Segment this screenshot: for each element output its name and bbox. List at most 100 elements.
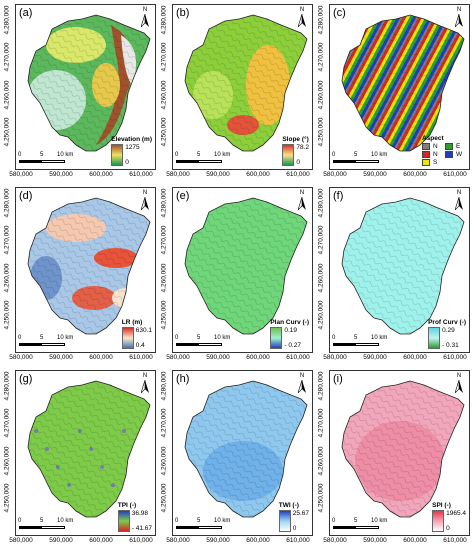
scale-bar: 0 5 10 km <box>18 335 79 349</box>
color-ramp <box>428 327 441 349</box>
y-tick-label: 4,270,000 <box>160 408 168 438</box>
north-letter: N <box>142 190 148 196</box>
legend: Slope (°) 78.2 0 <box>282 136 309 166</box>
north-arrow-icon: N <box>453 7 465 29</box>
x-tick-label: 610,000 <box>286 354 310 361</box>
scale-end: 10 km <box>214 152 231 158</box>
map-frame: (d) N 0 5 10 km LR (m) 630.1 0.4 <box>15 187 156 353</box>
panel-label: (g) <box>19 373 33 385</box>
x-tick-label: 590,000 <box>49 537 73 544</box>
x-tick-label: 610,000 <box>129 171 153 178</box>
y-axis-labels: 4,280,000 4,270,000 4,260,000 4,250,000 <box>0 4 14 170</box>
scale-bar: 0 5 10 km <box>332 152 393 166</box>
basin-map <box>27 14 151 152</box>
x-tick-label: 590,000 <box>206 171 230 178</box>
map-panel: 4,280,000 4,270,000 4,260,000 4,250,000 (b) N… <box>159 2 313 180</box>
x-tick-label: 580,000 <box>323 537 347 544</box>
y-tick-label: 4,250,000 <box>3 117 11 147</box>
north-letter: N <box>142 373 148 379</box>
scale-end: 10 km <box>214 335 231 341</box>
legend-max: 1965.4 <box>446 510 466 517</box>
scale-mid: 5 <box>40 152 44 158</box>
legend-min: 0 <box>296 159 300 166</box>
scale-zero: 0 <box>18 152 22 158</box>
legend-title: SPI (-) <box>432 502 451 509</box>
map-frame: (e) N 0 5 10 km Plan Curv (-) 0.19 - 0.27 <box>172 187 313 353</box>
y-tick-label: 4,250,000 <box>160 300 168 330</box>
scale-mid: 5 <box>354 152 358 158</box>
y-tick-label: 4,270,000 <box>160 42 168 72</box>
scale-mid: 5 <box>197 152 201 158</box>
x-tick-label: 580,000 <box>9 171 33 178</box>
map-frame: (i) N 0 5 10 km SPI (-) 1965.4 0 <box>329 370 470 536</box>
x-axis-labels: 580,000 590,000 600,000 610,000 <box>166 171 313 180</box>
north-letter: N <box>299 190 305 196</box>
y-axis-labels: 4,280,000 4,270,000 4,260,000 4,250,000 <box>157 4 171 170</box>
basin-map <box>184 380 308 518</box>
x-axis-labels: 580,000 590,000 600,000 610,000 <box>166 537 313 546</box>
y-tick-label: 4,270,000 <box>317 408 325 438</box>
y-tick-label: 4,280,000 <box>317 5 325 35</box>
north-arrow-icon: N <box>453 373 465 395</box>
x-tick-label: 580,000 <box>166 171 190 178</box>
north-arrow-icon: N <box>296 190 308 212</box>
legend-title: Plan Curv (-) <box>270 319 309 326</box>
scale-mid: 5 <box>197 335 201 341</box>
x-axis-labels: 580,000 590,000 600,000 610,000 <box>9 171 156 180</box>
legend-max: 36.98 <box>131 510 149 517</box>
basin-outline <box>341 14 465 152</box>
y-tick-label: 4,250,000 <box>317 300 325 330</box>
panel-label: (c) <box>333 7 346 19</box>
north-letter: N <box>142 7 148 13</box>
x-tick-label: 600,000 <box>246 171 270 178</box>
legend-max: 630.1 <box>135 327 152 334</box>
scale-mid: 5 <box>197 518 201 524</box>
legend-title: Slope (°) <box>282 136 309 143</box>
y-tick-label: 4,270,000 <box>317 42 325 72</box>
y-tick-label: 4,250,000 <box>317 483 325 513</box>
x-tick-label: 590,000 <box>363 171 387 178</box>
legend-title: TPI (-) <box>117 502 137 509</box>
north-letter: N <box>299 7 305 13</box>
legend-min: 0 <box>292 525 297 532</box>
x-tick-label: 610,000 <box>286 537 310 544</box>
x-tick-label: 580,000 <box>323 171 347 178</box>
basin-map <box>27 380 151 518</box>
x-tick-label: 600,000 <box>89 354 113 361</box>
legend-max: 78.2 <box>296 144 309 151</box>
aspect-swatch <box>422 143 430 150</box>
x-tick-label: 590,000 <box>206 537 230 544</box>
scale-bar: 0 5 10 km <box>175 518 236 532</box>
scale-mid: 5 <box>354 335 358 341</box>
legend: Plan Curv (-) 0.19 - 0.27 <box>270 319 309 349</box>
y-tick-label: 4,270,000 <box>160 225 168 255</box>
x-tick-label: 590,000 <box>49 354 73 361</box>
north-arrow-icon: N <box>296 373 308 395</box>
panel-label: (i) <box>333 373 343 385</box>
legend-title: LR (m) <box>121 319 143 326</box>
y-tick-label: 4,260,000 <box>3 263 11 293</box>
legend-max: 25.67 <box>292 510 309 517</box>
aspect-swatch <box>445 143 453 150</box>
scale-end: 10 km <box>57 152 74 158</box>
legend-max: 0.19 <box>284 327 297 334</box>
y-axis-labels: 4,280,000 4,270,000 4,260,000 4,250,000 <box>0 370 14 536</box>
x-tick-label: 610,000 <box>129 354 153 361</box>
north-arrow-icon: N <box>296 7 308 29</box>
y-axis-labels: 4,280,000 4,270,000 4,260,000 4,250,000 <box>314 187 328 353</box>
y-tick-label: 4,260,000 <box>317 446 325 476</box>
map-frame: (c) N 0 5 10 km Aspect N E N W S <box>329 4 470 170</box>
x-tick-label: 580,000 <box>9 537 33 544</box>
x-tick-label: 580,000 <box>323 354 347 361</box>
legend-max: 0.29 <box>442 327 455 334</box>
scale-end: 10 km <box>371 518 388 524</box>
map-panel: 4,280,000 4,270,000 4,260,000 4,250,000 (g) N… <box>2 368 156 546</box>
y-tick-label: 4,260,000 <box>317 263 325 293</box>
panel-label: (h) <box>176 373 190 385</box>
y-tick-label: 4,270,000 <box>3 225 11 255</box>
map-panel: 4,280,000 4,270,000 4,260,000 4,250,000 (f) N… <box>316 185 470 363</box>
scale-end: 10 km <box>57 518 74 524</box>
x-tick-label: 590,000 <box>363 354 387 361</box>
y-axis-labels: 4,280,000 4,270,000 4,260,000 4,250,000 <box>314 370 328 536</box>
x-tick-label: 600,000 <box>246 354 270 361</box>
